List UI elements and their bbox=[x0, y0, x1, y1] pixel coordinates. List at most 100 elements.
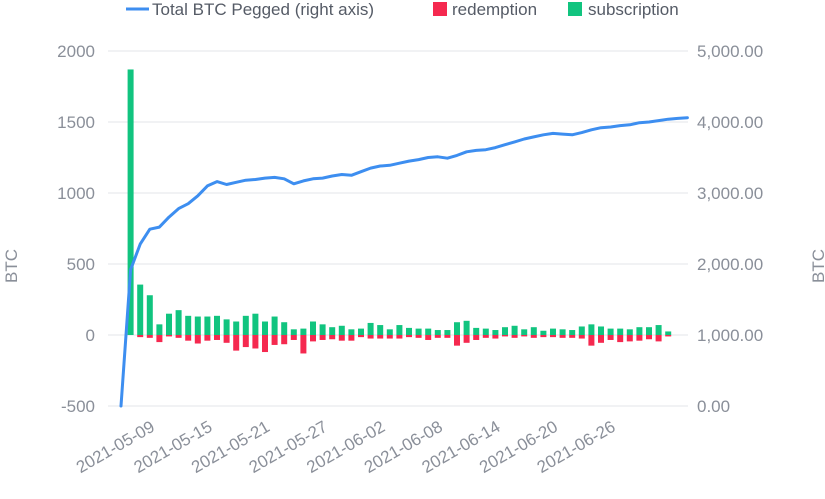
subscription-bar bbox=[425, 328, 432, 335]
subscription-bar bbox=[521, 329, 528, 335]
subscription-bar bbox=[367, 322, 374, 335]
redemption-bar bbox=[194, 335, 201, 344]
legend-item-total-btc-pegged[interactable]: Total BTC Pegged (right axis) bbox=[126, 0, 374, 19]
subscription-bar bbox=[550, 328, 556, 335]
subscription-bar bbox=[242, 315, 249, 335]
legend-item-redemption[interactable]: redemption bbox=[433, 0, 537, 19]
subscription-bar bbox=[166, 313, 172, 335]
subscription-bar bbox=[454, 322, 460, 335]
redemption-bar bbox=[223, 335, 230, 343]
total-btc-pegged-line bbox=[119, 116, 689, 408]
subscription-bar bbox=[319, 324, 326, 335]
subscription-bar bbox=[377, 325, 384, 335]
subscription-bar bbox=[511, 325, 518, 335]
bars bbox=[127, 69, 672, 354]
redemption-bar bbox=[511, 335, 518, 338]
redemption-bar bbox=[204, 335, 211, 341]
subscription-bar bbox=[482, 328, 489, 335]
redemption-bar bbox=[636, 335, 643, 341]
subscription-bar bbox=[262, 321, 268, 335]
redemption-bar bbox=[156, 335, 163, 343]
redemption-bar bbox=[502, 335, 508, 337]
left-tick-label: -500 bbox=[61, 397, 95, 416]
subscription-bar bbox=[607, 328, 614, 335]
subscription-bar bbox=[281, 322, 288, 335]
left-tick-label: 500 bbox=[67, 255, 95, 274]
subscription-bar bbox=[233, 321, 240, 335]
right-tick-label: 3,000.00 bbox=[697, 184, 763, 203]
redemption-bar bbox=[434, 335, 441, 338]
gridlines bbox=[108, 50, 688, 407]
legend: Total BTC Pegged (right axis) redemption… bbox=[126, 0, 679, 19]
total-btc-line bbox=[119, 116, 689, 408]
redemption-bar bbox=[185, 335, 192, 341]
legend-item-subscription[interactable]: subscription bbox=[568, 0, 679, 19]
redemption-bar bbox=[444, 335, 451, 338]
subscription-bar bbox=[434, 330, 441, 335]
subscription-bar bbox=[665, 331, 672, 335]
subscription-bar bbox=[406, 327, 412, 335]
redemption-bar bbox=[146, 335, 153, 338]
subscription-bar bbox=[415, 328, 422, 335]
redemption-bar bbox=[338, 335, 345, 341]
redemption-bar bbox=[137, 335, 144, 338]
subscription-bar bbox=[569, 330, 576, 335]
redemption-bar bbox=[166, 335, 172, 337]
redemption-bar bbox=[396, 335, 403, 339]
redemption-bar bbox=[646, 335, 652, 340]
redemption-bar bbox=[252, 335, 259, 349]
redemption-bar bbox=[377, 335, 384, 339]
left-axis-label: BTC bbox=[2, 249, 21, 283]
subscription-bar bbox=[559, 329, 566, 335]
subscription-bar bbox=[194, 316, 201, 335]
x-axis-ticks: 2021-05-092021-05-152021-05-212021-05-27… bbox=[73, 417, 619, 477]
redemption-bar bbox=[578, 335, 585, 339]
redemption-bar bbox=[521, 335, 528, 337]
subscription-bar bbox=[444, 330, 451, 335]
legend-label-total-btc-pegged: Total BTC Pegged (right axis) bbox=[152, 0, 374, 19]
redemption-bar bbox=[281, 335, 288, 345]
subscription-bar bbox=[655, 325, 662, 335]
redemption-bar bbox=[473, 335, 480, 340]
subscription-bar bbox=[146, 295, 153, 335]
subscription-bar bbox=[636, 327, 643, 335]
subscription-bar bbox=[300, 328, 307, 335]
subscription-bar bbox=[156, 324, 163, 335]
subscription-bar bbox=[502, 327, 508, 335]
redemption-bar bbox=[329, 335, 336, 340]
redemption-bar bbox=[319, 335, 326, 340]
redemption-bar bbox=[665, 335, 672, 337]
subscription-bar bbox=[348, 329, 355, 335]
redemption-bar bbox=[588, 335, 595, 346]
subscription-bar bbox=[175, 310, 182, 335]
redemption-bar bbox=[415, 335, 422, 338]
right-axis-label: BTC bbox=[809, 249, 825, 283]
redemption-bar bbox=[617, 335, 624, 343]
redemption-bar bbox=[626, 335, 633, 342]
redemption-bar bbox=[454, 335, 460, 346]
subscription-bar bbox=[540, 330, 547, 335]
right-axis-ticks: 5,000.00 4,000.00 3,000.00 2,000.00 1,000.00… bbox=[697, 42, 763, 416]
subscription-bar bbox=[252, 313, 259, 335]
redemption-bar bbox=[655, 335, 662, 342]
redemption-bar bbox=[598, 335, 604, 343]
subscription-bar bbox=[223, 319, 230, 335]
redemption-bar bbox=[607, 335, 614, 340]
redemption-bar bbox=[559, 335, 566, 338]
left-axis-ticks: 2000 1500 1000 500 0 -500 bbox=[57, 42, 95, 416]
redemption-bar bbox=[271, 335, 278, 345]
redemption-bar bbox=[175, 335, 182, 338]
legend-swatch-redemption bbox=[433, 2, 447, 16]
subscription-bar bbox=[329, 327, 336, 335]
subscription-bar bbox=[358, 328, 364, 335]
subscription-bar bbox=[598, 326, 604, 335]
subscription-bar bbox=[386, 329, 393, 335]
subscription-bar bbox=[473, 327, 480, 335]
right-tick-label: 4,000.00 bbox=[697, 113, 763, 132]
subscription-bar bbox=[463, 320, 470, 335]
redemption-bar bbox=[348, 335, 355, 341]
subscription-bar bbox=[617, 328, 624, 335]
redemption-bar bbox=[358, 335, 364, 338]
subscription-bar bbox=[646, 327, 652, 335]
